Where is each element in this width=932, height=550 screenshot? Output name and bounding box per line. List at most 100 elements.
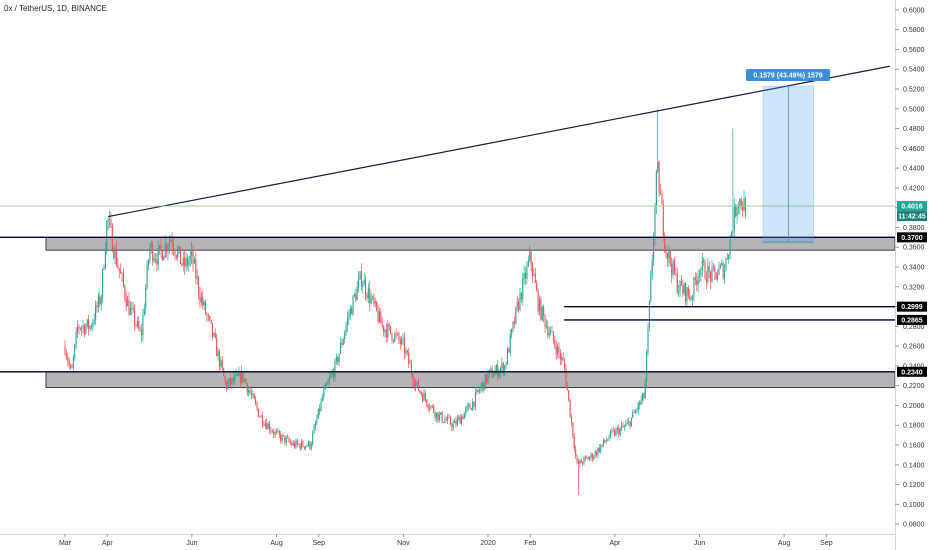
candle-body xyxy=(204,301,207,314)
candle-body xyxy=(669,251,671,264)
candle-body xyxy=(129,307,131,315)
candle-body xyxy=(655,171,657,206)
candle-body xyxy=(621,425,623,429)
candle-body xyxy=(280,434,282,441)
candle-body xyxy=(122,273,124,286)
time-tick-label: Apr xyxy=(609,540,621,547)
candle-body xyxy=(573,436,575,450)
candle-body xyxy=(495,365,497,371)
candle-body xyxy=(388,324,390,327)
candle-body xyxy=(390,326,392,334)
candle-body xyxy=(90,326,92,328)
candle-body xyxy=(530,251,532,265)
candle-body xyxy=(584,457,586,458)
candle-body xyxy=(95,305,97,321)
candle-body xyxy=(110,219,112,226)
candle-body xyxy=(326,384,328,385)
candle-body xyxy=(83,325,86,334)
measure-layer[interactable]: 0.1579 (43.49%) 1579 xyxy=(746,69,830,243)
candle-body xyxy=(476,389,478,392)
candle-body xyxy=(523,272,525,279)
candle-body xyxy=(714,266,716,272)
candle-body xyxy=(664,235,666,250)
candle-body xyxy=(332,372,335,378)
candle-body xyxy=(263,424,265,426)
candle-body xyxy=(302,441,304,447)
current-price-label: 0.4016 xyxy=(901,204,923,211)
candle-body xyxy=(378,311,381,323)
candle-body xyxy=(607,439,609,441)
candle-body xyxy=(430,405,432,409)
candle-body xyxy=(68,361,70,366)
candle-body xyxy=(143,308,145,316)
candle-body xyxy=(451,424,453,428)
candle-body xyxy=(281,435,283,441)
candle-body xyxy=(312,433,314,445)
candle-body xyxy=(369,288,371,304)
candle-body xyxy=(710,271,712,282)
candle-body xyxy=(337,357,339,363)
candle-body xyxy=(580,460,582,463)
candle-body xyxy=(305,446,307,449)
candle-body xyxy=(597,447,599,456)
candle-body xyxy=(179,246,182,264)
time-tick-label: Sep xyxy=(313,540,326,547)
candle-body xyxy=(605,440,607,442)
candle-body xyxy=(577,461,579,464)
candle-body xyxy=(128,299,130,315)
candle-body xyxy=(88,319,90,329)
candle-body xyxy=(419,390,421,393)
candle-body xyxy=(465,408,467,413)
candle-body xyxy=(732,231,734,233)
candle-body xyxy=(582,462,584,464)
candle-body xyxy=(241,371,243,383)
candle-body xyxy=(602,439,605,445)
candle-body xyxy=(284,435,286,443)
drawing-layer[interactable] xyxy=(0,65,895,373)
candle-body xyxy=(704,262,706,279)
time-axis[interactable]: Mar Apr Jun Aug Sep Nov 2020 Feb Apr Jun Aug Sep xyxy=(0,534,895,547)
candle-body xyxy=(700,269,702,276)
candle-body xyxy=(149,247,151,261)
candle-body xyxy=(410,364,413,375)
candle-body xyxy=(690,299,692,300)
candle-body xyxy=(298,444,300,445)
candle-body xyxy=(662,203,664,236)
candle-body xyxy=(216,337,218,357)
candle-body xyxy=(483,382,485,390)
candle-body xyxy=(445,419,447,421)
candle-body xyxy=(359,271,361,279)
candle-body xyxy=(193,259,195,264)
candle-body xyxy=(314,423,317,427)
candle-body xyxy=(175,255,177,258)
candle-body xyxy=(146,264,148,289)
candle-body xyxy=(163,256,165,261)
candle-body xyxy=(346,318,349,326)
candle-body xyxy=(328,377,330,382)
price-axis[interactable]: 0.6000 0.5800 0.5600 0.5400 0.5200 0.5000 0.48… xyxy=(895,0,932,550)
candle-body xyxy=(452,423,454,428)
time-tick-label: Jun xyxy=(186,540,197,547)
price-tick-label: 0.3600 xyxy=(903,245,925,252)
price-tick-label: 0.2800 xyxy=(903,324,925,331)
candle-body xyxy=(150,243,152,248)
candle-body xyxy=(299,444,301,449)
candle-body xyxy=(520,292,522,300)
candle-body xyxy=(380,311,382,324)
candle-body xyxy=(115,248,118,266)
candle-body xyxy=(634,410,637,413)
candle-body xyxy=(246,383,248,393)
candle-body xyxy=(470,408,472,411)
candle-body xyxy=(78,326,80,329)
candle-body xyxy=(413,381,415,387)
candle-body xyxy=(480,386,482,391)
candle-body xyxy=(448,416,450,418)
candle-body xyxy=(742,206,744,211)
candle-body xyxy=(321,397,323,401)
candle-body xyxy=(159,245,161,249)
candle-body xyxy=(608,437,610,440)
candle-body xyxy=(576,455,578,462)
candle-body xyxy=(106,221,108,251)
